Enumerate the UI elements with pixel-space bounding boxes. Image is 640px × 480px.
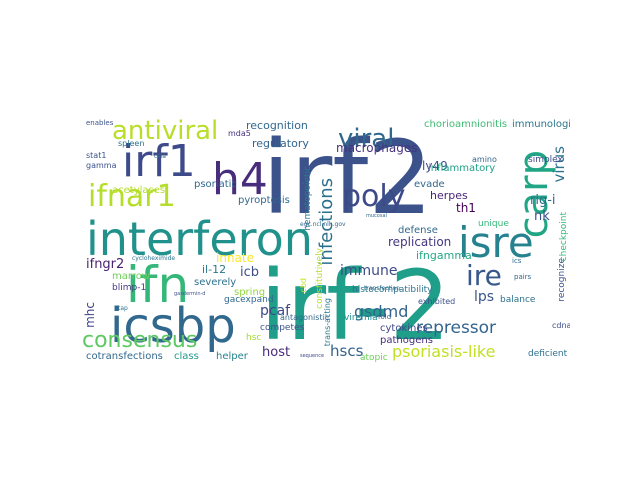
word-h4: h4 xyxy=(212,154,268,205)
word-innate: innate xyxy=(216,251,254,265)
word-rig-i: rig-i xyxy=(530,193,556,208)
word-simplex: simplex xyxy=(528,155,563,165)
word-enables: enables xyxy=(86,119,114,127)
word-mhc: mhc xyxy=(83,302,97,328)
word-icb: icb xyxy=(240,265,260,280)
word-psoriasis-like: psoriasis-like xyxy=(392,342,496,361)
word-irf2-big: irf2 xyxy=(262,119,434,238)
word-il-12: il-12 xyxy=(202,263,227,276)
word-atopic: atopic xyxy=(360,353,388,363)
word-competes: competes xyxy=(260,323,305,333)
word-class: class xyxy=(174,351,199,362)
word-blimp-1: blimp-1 xyxy=(112,283,147,293)
word-cycloheximide: cycloheximide xyxy=(132,255,176,262)
word-ifngamma: ifngamma xyxy=(416,249,472,262)
word-gasdermin-d: gasdermin-d xyxy=(174,291,206,297)
word-interferon: interferon xyxy=(86,212,313,266)
word-pairs: pairs xyxy=(514,273,532,281)
word-fold: fold xyxy=(378,313,392,321)
word-hscs: hscs xyxy=(330,342,364,360)
word-trans-acting: trans-acting xyxy=(323,298,332,347)
word-immune: immune xyxy=(340,263,398,279)
word-ire: ire xyxy=(466,259,502,292)
word-ifnar1: ifnar1 xyxy=(88,179,176,214)
word-egc: egc.ncl.nlh.gov xyxy=(300,221,346,228)
word-recognize: recognize xyxy=(557,258,567,302)
word-exhibited: exhibited xyxy=(418,297,456,306)
word-mda5: mda5 xyxy=(228,129,251,138)
word-antiviral: antiviral xyxy=(112,118,219,146)
word-recognition: recognition xyxy=(246,119,308,132)
word-ics: ics xyxy=(512,257,522,265)
word-immunologic: immunologic xyxy=(512,119,570,130)
word-cotransfections: cotransfections xyxy=(86,351,163,362)
word-helper: helper xyxy=(216,351,248,362)
word-isre: isre xyxy=(458,218,534,267)
word-severely: severely xyxy=(194,277,237,288)
word-balance: balance xyxy=(500,295,536,305)
word-marrow: marrow xyxy=(112,271,150,282)
word-cilia: cilia xyxy=(154,153,166,160)
word-hsc: hsc xyxy=(246,333,262,343)
word-stat1: stat1 xyxy=(86,151,107,160)
word-regulatory: regulatory xyxy=(252,137,309,150)
word-icsbp: icsbp xyxy=(110,298,236,354)
word-pathogens: pathogens xyxy=(380,335,433,346)
word-cdna: cdna xyxy=(552,321,570,330)
word-sequence: sequence xyxy=(300,353,325,359)
word-gacexpand: gacexpand xyxy=(224,295,274,305)
word-transfection: transfection xyxy=(364,285,401,292)
word-cytokines: cytokines xyxy=(380,323,428,334)
word-gsdmd: gsdmd xyxy=(354,302,409,321)
word-deficient: deficient xyxy=(528,349,568,359)
word-nk: nk xyxy=(534,209,550,224)
word-defense: defense xyxy=(398,225,438,236)
word-repressor: repressor xyxy=(416,318,497,338)
word-spleen: spleen xyxy=(118,139,145,148)
word-unique: unique xyxy=(478,219,509,229)
word-macrophages: macrophages xyxy=(336,141,418,155)
word-th1: th1 xyxy=(456,201,476,215)
word-viremia: viremia xyxy=(344,313,378,323)
word-pyroptosis: pyroptosis xyxy=(238,195,290,206)
word-tap: tap xyxy=(118,305,128,312)
word-pcaf: pcaf xyxy=(260,303,291,319)
word-amino: amino xyxy=(472,155,497,164)
word-evade: evade xyxy=(414,179,445,190)
word-antagonistic: antagonistic xyxy=(280,313,330,322)
word-host: host xyxy=(262,345,291,360)
word-cbd: cbd xyxy=(299,278,308,293)
word-ifngr2: ifngr2 xyxy=(86,257,125,272)
word-mucosal: mucosal xyxy=(366,213,387,219)
word-lps: lps xyxy=(474,289,495,305)
word-gamma: gamma xyxy=(86,161,117,170)
word-ly49: ly49 xyxy=(422,159,448,173)
word-irf1: irf1 xyxy=(122,136,196,187)
word-ifn: ifn xyxy=(126,256,190,314)
word-checkpoint: checkpoint xyxy=(559,212,569,262)
word-cloud: irf-2 irf2 interferon icsbp ifn irf1 h4 … xyxy=(82,118,570,364)
word-psoriatic: psoriatic xyxy=(194,179,237,190)
word-replication: replication xyxy=(388,235,452,249)
word-irf-2-big: irf-2 xyxy=(260,250,451,362)
word-herpes: herpes xyxy=(430,189,468,202)
word-histocompatibility: histocompatibility xyxy=(352,285,433,295)
word-acetylases: acetylases xyxy=(112,185,166,196)
word-viral: viral xyxy=(338,124,395,154)
word-spring: spring xyxy=(234,287,266,298)
word-chorioamnionitis: chorioamnionitis xyxy=(424,119,508,130)
word-poly: poly xyxy=(342,179,406,214)
word-inflammatory: inflammatory xyxy=(428,163,496,174)
word-consensus: consensus xyxy=(82,328,198,353)
